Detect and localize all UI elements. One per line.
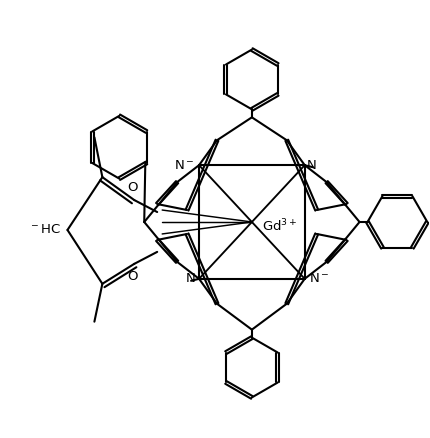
Text: Gd$^{3+}$: Gd$^{3+}$ (262, 218, 297, 234)
Text: N$^-$: N$^-$ (175, 159, 195, 172)
Text: O: O (127, 181, 138, 194)
Text: O: O (127, 270, 138, 283)
Text: N$^-$: N$^-$ (309, 272, 329, 285)
Text: $^-$HC: $^-$HC (29, 223, 61, 237)
Text: N: N (185, 272, 195, 285)
Text: N: N (307, 159, 316, 172)
